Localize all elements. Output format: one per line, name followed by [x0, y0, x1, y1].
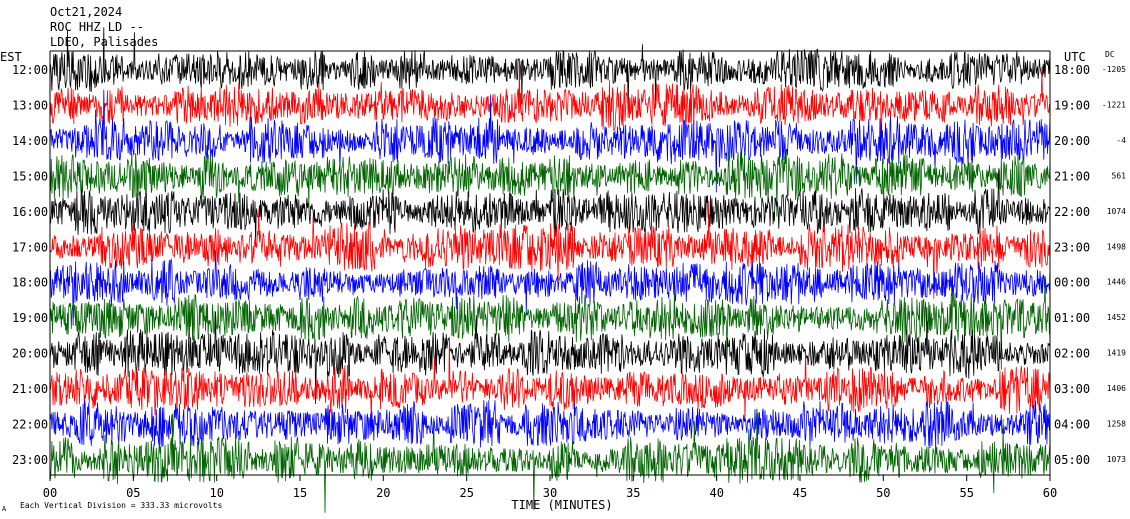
plot-header: Oct21,2024 ROC HHZ LD -- LDEO, Palisades [50, 5, 158, 49]
utc-hour-label: 22:00 [1054, 205, 1090, 219]
est-hour-label: 23:00 [12, 453, 48, 467]
x-tick-label: 00 [43, 486, 57, 500]
x-tick-label: 55 [959, 486, 973, 500]
est-hour-label: 22:00 [12, 418, 48, 432]
header-location: LDEO, Palisades [50, 35, 158, 49]
x-tick-label: 60 [1043, 486, 1057, 500]
trace-row-2100 [49, 337, 1051, 422]
utc-hour-label: 04:00 [1054, 418, 1090, 432]
trace-row-1800 [49, 250, 1051, 326]
x-tick-label: 15 [293, 486, 307, 500]
trace-row-1500 [49, 152, 1051, 217]
x-tick-label: 10 [209, 486, 223, 500]
trace-row-2000 [49, 307, 1051, 405]
trace-row-1900 [49, 276, 1051, 370]
dc-offset-label: 1074 [1107, 207, 1126, 216]
dc-offset-label: 1073 [1107, 455, 1126, 464]
utc-hour-label: 21:00 [1054, 169, 1090, 183]
trace-row-1300 [49, 58, 1051, 156]
right-zone-label: UTC [1064, 50, 1086, 64]
dc-offset-label: -1221 [1102, 101, 1126, 110]
est-hour-label: 17:00 [12, 240, 48, 254]
dc-offset-label: 1452 [1107, 313, 1126, 322]
dc-offset-label: 1406 [1107, 384, 1126, 393]
x-tick-label: 20 [376, 486, 390, 500]
row-labels: 12:00 18:00 -1205 13:00 19:00 -1221 14:00 20:00… [12, 63, 1126, 467]
x-tick-label: 30 [543, 486, 557, 500]
est-hour-label: 20:00 [12, 347, 48, 361]
x-tick-label: 35 [626, 486, 640, 500]
trace-row-2200 [49, 400, 1051, 449]
est-hour-label: 15:00 [12, 169, 48, 183]
est-hour-label: 16:00 [12, 205, 48, 219]
trace-row-1400 [49, 89, 1051, 193]
dc-offset-label: 1419 [1107, 349, 1126, 358]
dc-offset-label: 1498 [1107, 242, 1126, 251]
est-hour-label: 21:00 [12, 382, 48, 396]
est-hour-label: 19:00 [12, 311, 48, 325]
utc-hour-label: 18:00 [1054, 63, 1090, 77]
est-hour-label: 12:00 [12, 63, 48, 77]
est-hour-label: 18:00 [12, 276, 48, 290]
utc-hour-label: 20:00 [1054, 134, 1090, 148]
dc-offset-label: -4 [1116, 136, 1126, 145]
trace-row-1700 [49, 200, 1051, 299]
est-hour-label: 14:00 [12, 134, 48, 148]
utc-hour-label: 19:00 [1054, 99, 1090, 113]
dc-offset-label: 1446 [1107, 278, 1126, 287]
x-tick-label: 45 [793, 486, 807, 500]
dc-offset-label: -1205 [1102, 65, 1126, 74]
utc-hour-label: 01:00 [1054, 311, 1090, 325]
est-hour-label: 13:00 [12, 99, 48, 113]
dc-offset-label: 1258 [1107, 420, 1126, 429]
header-station: ROC HHZ LD -- [50, 20, 144, 34]
seismic-traces [49, 27, 1051, 513]
trace-row-2300 [49, 408, 1051, 513]
dc-header-label: DC [1105, 50, 1115, 59]
trace-row-1200 [49, 27, 1051, 112]
utc-hour-label: 02:00 [1054, 347, 1090, 361]
dc-offset-label: 561 [1112, 171, 1127, 180]
utc-hour-label: 03:00 [1054, 382, 1090, 396]
utc-hour-label: 23:00 [1054, 240, 1090, 254]
utc-hour-label: 00:00 [1054, 276, 1090, 290]
x-tick-label: 50 [876, 486, 890, 500]
header-date: Oct21,2024 [50, 5, 122, 19]
x-axis-title: TIME (MINUTES) [511, 498, 612, 512]
x-axis-ticks: 00 05 10 15 20 25 30 35 40 45 50 55 60 [43, 475, 1057, 500]
left-zone-label: EST [0, 50, 22, 64]
trace-row-1600 [49, 169, 1051, 247]
footer-marker: A [2, 505, 7, 513]
x-tick-label: 25 [459, 486, 473, 500]
footer-scale-note: Each Vertical Division = 333.33 microvol… [20, 501, 222, 510]
x-tick-label: 05 [126, 486, 140, 500]
x-tick-label: 40 [709, 486, 723, 500]
utc-hour-label: 05:00 [1054, 453, 1090, 467]
